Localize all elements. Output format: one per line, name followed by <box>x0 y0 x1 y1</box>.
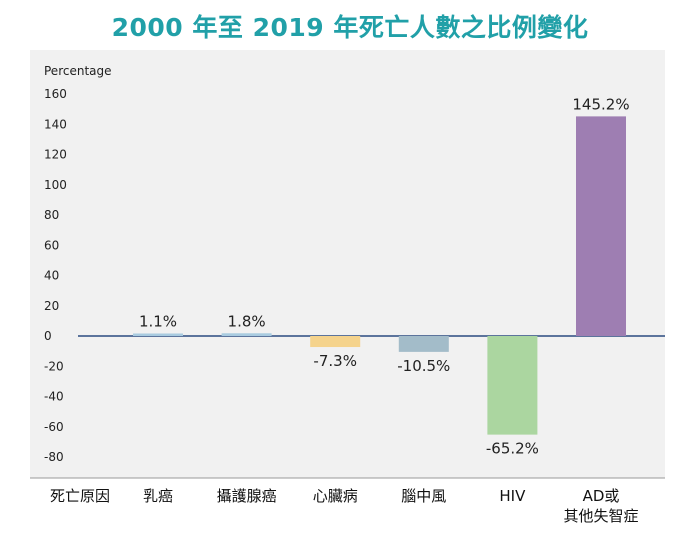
y-tick-label: 0 <box>44 329 52 343</box>
bar <box>487 336 538 435</box>
x-axis-label: 死亡原因 <box>50 487 110 505</box>
x-tick-label: 其他失智症 <box>563 507 638 525</box>
y-tick-label: 140 <box>44 117 67 131</box>
data-label: 1.8% <box>228 312 266 330</box>
bar <box>221 333 272 336</box>
data-label: 145.2% <box>572 95 629 113</box>
data-label: -65.2% <box>486 440 539 458</box>
chart-title: 2000 年至 2019 年死亡人數之比例變化 <box>111 13 589 42</box>
data-label: -10.5% <box>397 357 450 375</box>
x-tick-label: 攝護腺癌 <box>217 487 277 505</box>
x-tick-label: HIV <box>499 487 526 505</box>
y-axis-label: Percentage <box>44 64 112 78</box>
data-label: -7.3% <box>313 352 357 370</box>
bar <box>133 333 183 336</box>
y-tick-label: 160 <box>44 87 67 101</box>
y-tick-label: -40 <box>44 390 64 404</box>
bar <box>398 336 449 352</box>
y-tick-label: 20 <box>44 299 59 313</box>
y-tick-label: 60 <box>44 238 59 252</box>
x-tick-label: 乳癌 <box>143 487 173 505</box>
data-label: 1.1% <box>139 313 177 331</box>
x-tick-label: 心臟病 <box>313 487 358 505</box>
y-tick-label: -20 <box>44 359 64 373</box>
y-tick-label: -80 <box>44 450 64 464</box>
y-tick-label: 80 <box>44 208 59 222</box>
y-tick-label: 100 <box>44 178 67 192</box>
y-tick-label: 40 <box>44 269 59 283</box>
x-tick-label: 腦中風 <box>401 487 446 505</box>
plot-area <box>30 50 665 478</box>
bar <box>576 116 626 336</box>
y-tick-label: -60 <box>44 420 64 434</box>
x-tick-label: AD或 <box>583 487 620 505</box>
y-tick-label: 120 <box>44 148 67 162</box>
bar <box>310 336 361 348</box>
